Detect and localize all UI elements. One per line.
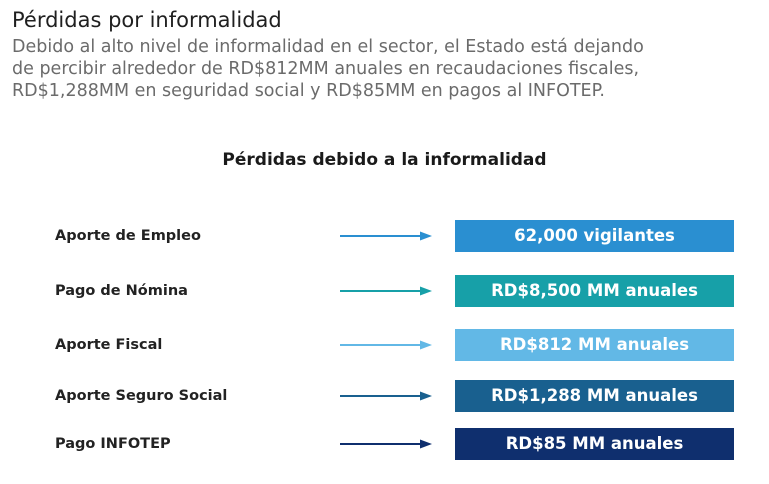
row-label: Aporte Seguro Social [55, 388, 228, 404]
intro-paragraph: Debido al alto nivel de informalidad en … [12, 36, 762, 102]
arrow-right-icon [340, 391, 432, 401]
intro-line: Debido al alto nivel de informalidad en … [12, 37, 644, 57]
arrow-right-icon [340, 231, 432, 241]
row-label: Pago INFOTEP [55, 436, 171, 452]
row-aporte-empleo: Aporte de Empleo 62,000 vigilantes [0, 220, 769, 252]
value-box: RD$1,288 MM anuales [455, 380, 734, 412]
row-aporte-seguro-social: Aporte Seguro Social RD$1,288 MM anuales [0, 380, 769, 412]
arrow-right-icon [340, 286, 432, 296]
row-aporte-fiscal: Aporte Fiscal RD$812 MM anuales [0, 329, 769, 361]
value-box: 62,000 vigilantes [455, 220, 734, 252]
row-label: Aporte de Empleo [55, 228, 201, 244]
intro-line: de percibir alrededor de RD$812MM anuale… [12, 59, 640, 79]
row-pago-infotep: Pago INFOTEP RD$85 MM anuales [0, 428, 769, 460]
row-label: Pago de Nómina [55, 283, 188, 299]
intro-line: RD$1,288MM en seguridad social y RD$85MM… [12, 81, 605, 101]
value-box: RD$8,500 MM anuales [455, 275, 734, 307]
page-title: Pérdidas por informalidad [12, 8, 282, 32]
value-box: RD$812 MM anuales [455, 329, 734, 361]
row-label: Aporte Fiscal [55, 337, 163, 353]
section-title: Pérdidas debido a la informalidad [222, 150, 547, 170]
arrow-right-icon [340, 439, 432, 449]
arrow-right-icon [340, 340, 432, 350]
row-pago-nomina: Pago de Nómina RD$8,500 MM anuales [0, 275, 769, 307]
value-box: RD$85 MM anuales [455, 428, 734, 460]
